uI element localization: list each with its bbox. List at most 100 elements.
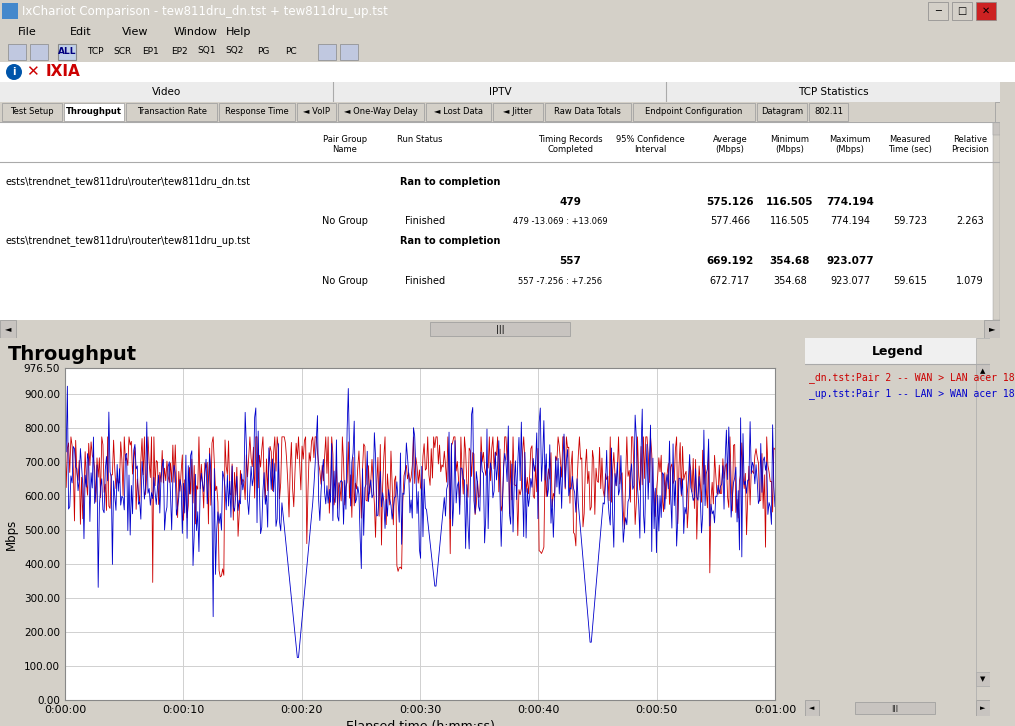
Bar: [2, 103, 62, 121]
Bar: [757, 103, 807, 121]
Text: |||: |||: [495, 325, 504, 333]
Text: No Group: No Group: [322, 276, 368, 286]
Text: PG: PG: [257, 46, 269, 55]
Text: ◄ VoIP: ◄ VoIP: [302, 107, 330, 116]
Text: Transaction Rate: Transaction Rate: [137, 107, 207, 116]
Text: 95% Confidence
Interval: 95% Confidence Interval: [616, 135, 684, 155]
Text: SCR: SCR: [114, 46, 132, 55]
Bar: [805, 338, 990, 364]
Text: ests\trendnet_tew811dru\router\tew811dru_up.tst: ests\trendnet_tew811dru\router\tew811dru…: [5, 235, 250, 246]
Text: Average
(Mbps): Average (Mbps): [713, 135, 747, 155]
Bar: [928, 2, 948, 20]
Text: EP1: EP1: [143, 46, 159, 55]
Bar: [976, 2, 996, 20]
Text: ◄: ◄: [809, 705, 815, 711]
Bar: [318, 44, 336, 60]
Text: ▲: ▲: [980, 368, 986, 374]
Bar: [805, 700, 819, 716]
Text: _dn.tst:Pair 2 -- WAN > LAN acer 181: _dn.tst:Pair 2 -- WAN > LAN acer 181: [809, 372, 1015, 383]
Text: Legend: Legend: [872, 345, 924, 357]
Text: SQ2: SQ2: [225, 46, 245, 55]
Text: Run Status: Run Status: [397, 135, 443, 144]
Text: Ran to completion: Ran to completion: [400, 236, 500, 246]
Bar: [976, 364, 990, 378]
Bar: [340, 44, 358, 60]
Text: |||: |||: [891, 704, 898, 711]
Text: Window: Window: [174, 27, 218, 37]
Text: ►: ►: [980, 705, 986, 711]
Text: 669.192: 669.192: [706, 256, 753, 266]
Text: 354.68: 354.68: [773, 276, 807, 286]
Text: 116.505: 116.505: [766, 197, 814, 207]
Text: Throughput: Throughput: [8, 345, 137, 364]
Bar: [993, 122, 1000, 320]
Text: Datagram: Datagram: [761, 107, 803, 116]
Text: 577.466: 577.466: [709, 216, 750, 226]
Bar: [632, 103, 755, 121]
Text: View: View: [122, 27, 148, 37]
Bar: [58, 44, 76, 60]
Bar: [809, 103, 848, 121]
Text: ◄ Lost Data: ◄ Lost Data: [434, 107, 483, 116]
Text: 557 -7.256 : +7.256: 557 -7.256 : +7.256: [518, 277, 602, 285]
Text: 479 -13.069 : +13.069: 479 -13.069 : +13.069: [513, 216, 607, 226]
Text: Endpoint Configuration: Endpoint Configuration: [646, 107, 743, 116]
Bar: [976, 338, 990, 700]
Text: 774.194: 774.194: [826, 197, 874, 207]
Text: Timing Records
Completed: Timing Records Completed: [538, 135, 602, 155]
Text: Help: Help: [226, 27, 252, 37]
Bar: [64, 103, 124, 121]
X-axis label: Elapsed time (h:mm:ss): Elapsed time (h:mm:ss): [345, 720, 494, 726]
Bar: [2, 3, 18, 19]
Text: 479: 479: [559, 197, 581, 207]
Text: 59.615: 59.615: [893, 276, 927, 286]
Text: 923.077: 923.077: [830, 276, 870, 286]
Bar: [952, 2, 972, 20]
Text: TCP Statistics: TCP Statistics: [798, 87, 868, 97]
Text: 2.263: 2.263: [956, 216, 984, 226]
Bar: [426, 103, 491, 121]
Text: IXIA: IXIA: [46, 65, 81, 80]
Text: Throughput: Throughput: [66, 107, 122, 116]
Text: Finished: Finished: [405, 216, 446, 226]
Text: Pair Group
Name: Pair Group Name: [323, 135, 367, 155]
Bar: [430, 322, 570, 336]
Bar: [219, 103, 294, 121]
Text: 354.68: 354.68: [769, 256, 810, 266]
Text: IxChariot Comparison - tew811dru_dn.tst + tew811dru_up.tst: IxChariot Comparison - tew811dru_dn.tst …: [22, 4, 388, 17]
Bar: [976, 700, 990, 716]
Text: i: i: [12, 67, 16, 77]
Text: PC: PC: [285, 46, 296, 55]
Bar: [976, 672, 990, 686]
Text: 575.126: 575.126: [706, 197, 754, 207]
Text: Ran to completion: Ran to completion: [400, 177, 500, 187]
Text: Maximum
(Mbps): Maximum (Mbps): [829, 135, 871, 155]
Text: ✕: ✕: [982, 6, 990, 16]
Text: ─: ─: [935, 6, 941, 16]
Text: Video: Video: [152, 87, 182, 97]
Bar: [993, 122, 1000, 135]
Text: Response Time: Response Time: [225, 107, 289, 116]
Bar: [995, 102, 1000, 122]
Text: Relative
Precision: Relative Precision: [951, 135, 989, 155]
Text: Raw Data Totals: Raw Data Totals: [554, 107, 621, 116]
Circle shape: [6, 64, 22, 80]
Y-axis label: Mbps: Mbps: [5, 518, 18, 550]
Bar: [493, 103, 543, 121]
Text: File: File: [18, 27, 37, 37]
Text: 116.505: 116.505: [770, 216, 810, 226]
Bar: [126, 103, 217, 121]
Text: 802.11: 802.11: [814, 107, 842, 116]
Text: 1.079: 1.079: [956, 276, 984, 286]
Text: ✕: ✕: [25, 65, 39, 80]
Text: ◄ Jitter: ◄ Jitter: [503, 107, 533, 116]
Text: 59.723: 59.723: [893, 216, 927, 226]
Bar: [8, 44, 26, 60]
Text: No Group: No Group: [322, 216, 368, 226]
Text: Measured
Time (sec): Measured Time (sec): [888, 135, 932, 155]
Text: 672.717: 672.717: [709, 276, 750, 286]
Text: Test Setup: Test Setup: [10, 107, 54, 116]
Text: EP2: EP2: [171, 46, 188, 55]
Text: Edit: Edit: [70, 27, 91, 37]
Text: Minimum
(Mbps): Minimum (Mbps): [770, 135, 810, 155]
